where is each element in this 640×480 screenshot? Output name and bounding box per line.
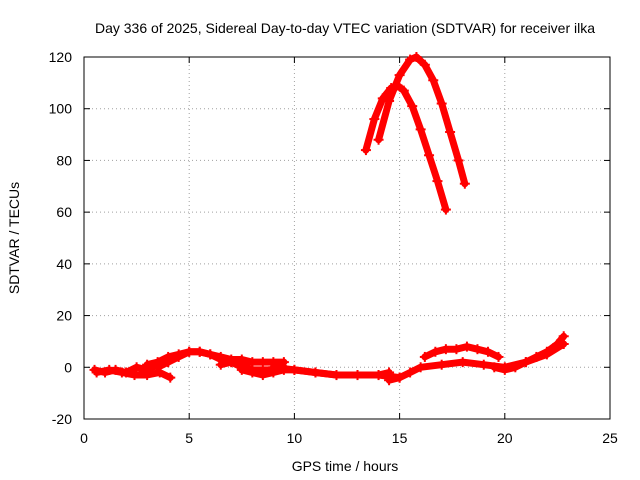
y-tick-label: 80 <box>56 152 72 168</box>
data-point <box>215 359 226 370</box>
data-point <box>424 150 435 161</box>
x-tick-labels: 0 5 10 15 20 25 <box>80 430 618 446</box>
data-point <box>257 357 268 368</box>
data-point <box>415 124 426 135</box>
data-point <box>310 367 321 378</box>
data-point <box>478 359 489 370</box>
data-point <box>331 370 342 381</box>
data-point <box>482 346 493 357</box>
data-point <box>419 351 430 362</box>
data-point <box>398 85 409 96</box>
data-point <box>116 367 127 378</box>
data-point <box>428 75 439 86</box>
data-point <box>552 339 563 350</box>
data-point <box>531 351 542 362</box>
y-tick-label: 40 <box>56 256 72 272</box>
data-point <box>236 364 247 375</box>
data-point <box>489 362 500 373</box>
data-point <box>394 70 405 81</box>
data-point <box>440 204 451 215</box>
data-point <box>373 370 384 381</box>
plot-frame <box>83 56 611 420</box>
x-tick-label: 20 <box>497 430 513 446</box>
data-series <box>89 52 569 386</box>
data-point <box>129 370 140 381</box>
data-point <box>440 344 451 355</box>
data-point <box>419 59 430 70</box>
data-point <box>520 357 531 368</box>
data-point <box>415 362 426 373</box>
data-point <box>104 364 115 375</box>
y-tick-label: 100 <box>49 101 73 117</box>
data-point <box>247 364 258 375</box>
x-tick-label: 0 <box>80 430 88 446</box>
y-tick-label: -20 <box>52 411 72 427</box>
data-point <box>163 357 174 368</box>
x-tick-label: 25 <box>602 430 618 446</box>
data-point <box>411 52 422 62</box>
data-point <box>142 370 153 381</box>
y-tick-label: 20 <box>56 308 72 324</box>
y-tick-label: 60 <box>56 204 72 220</box>
data-point <box>184 346 195 357</box>
grid-lines <box>84 57 610 419</box>
data-point <box>541 346 552 357</box>
data-point <box>360 145 371 156</box>
data-point <box>373 134 384 145</box>
data-point <box>407 101 418 112</box>
data-point <box>205 349 216 360</box>
data-point <box>384 95 395 106</box>
x-axis-label: GPS time / hours <box>292 458 399 474</box>
y-tick-label: 120 <box>49 49 73 65</box>
data-point <box>91 367 102 378</box>
series-arc-12 <box>362 81 450 214</box>
data-point <box>173 351 184 362</box>
data-point <box>369 114 380 125</box>
data-point <box>432 176 443 187</box>
data-point <box>194 346 205 357</box>
data-point <box>131 362 142 373</box>
data-point <box>377 93 388 104</box>
axis-ticks <box>83 56 611 420</box>
x-tick-label: 15 <box>392 430 408 446</box>
y-tick-labels: -20 0 20 40 60 80 100 120 <box>49 49 73 427</box>
data-point <box>459 178 470 189</box>
data-point <box>268 362 279 373</box>
data-point <box>436 98 447 109</box>
data-point <box>453 155 464 166</box>
data-point <box>499 364 510 375</box>
data-point <box>405 367 416 378</box>
data-point <box>405 54 416 65</box>
y-tick-label: 0 <box>64 359 72 375</box>
series-arc-8 <box>269 363 393 379</box>
data-point <box>142 359 153 370</box>
data-point <box>289 364 300 375</box>
data-point <box>558 331 569 342</box>
data-point <box>430 346 441 357</box>
data-point <box>457 357 468 368</box>
data-point <box>445 126 456 137</box>
data-point <box>384 375 395 386</box>
data-point <box>461 341 472 352</box>
data-point <box>436 359 447 370</box>
data-point <box>451 344 462 355</box>
data-point <box>226 357 237 368</box>
data-point <box>352 370 363 381</box>
data-point <box>472 344 483 355</box>
data-point <box>152 362 163 373</box>
data-point <box>493 351 504 362</box>
series-arc-13 <box>375 53 469 188</box>
y-axis-label: SDTVAR / TECUs <box>6 182 22 294</box>
data-point <box>510 362 521 373</box>
x-tick-label: 10 <box>287 430 303 446</box>
x-tick-label: 5 <box>185 430 193 446</box>
data-point <box>394 372 405 383</box>
data-point <box>165 372 176 383</box>
chart-title: Day 336 of 2025, Sidereal Day-to-day VTE… <box>95 20 595 36</box>
